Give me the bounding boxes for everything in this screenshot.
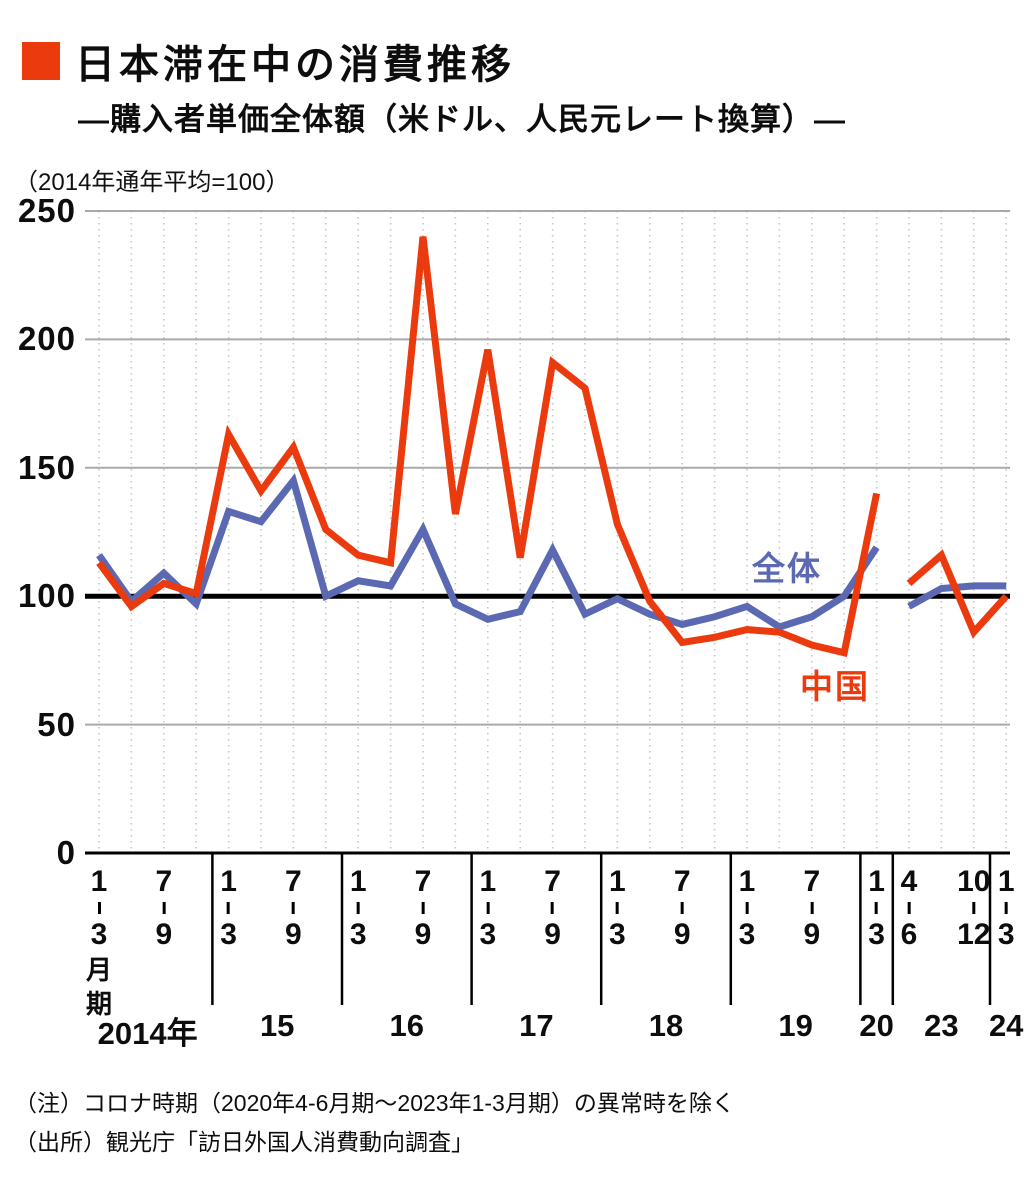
series-label-overall: 全体 <box>752 550 822 587</box>
chart-title: 日本滞在中の消費推移 <box>75 43 515 87</box>
index-base-note: （2014年通年平均=100） <box>14 169 290 196</box>
note-source: （出所）観光庁「訪日外国人消費動向調査」 <box>14 1129 474 1155</box>
chart-subtitle: ―購入者単価全体額（米ドル、人民元レート換算）― <box>78 102 846 137</box>
title-row: 日本滞在中の消費推移 <box>22 32 515 90</box>
title-bullet-square <box>22 42 60 80</box>
series-line-china-segment-1 <box>96 236 881 657</box>
series-line-overall-segment-1 <box>96 473 880 631</box>
footnotes: （注）コロナ時期（2020年4-6月期～2023年1-3月期）の異常時を除く （… <box>14 1084 735 1162</box>
note-exclusion: （注）コロナ時期（2020年4-6月期～2023年1-3月期）の異常時を除く <box>14 1090 735 1116</box>
series-line-china-segment-2 <box>906 549 1009 639</box>
series-label-china: 中国 <box>800 668 870 705</box>
